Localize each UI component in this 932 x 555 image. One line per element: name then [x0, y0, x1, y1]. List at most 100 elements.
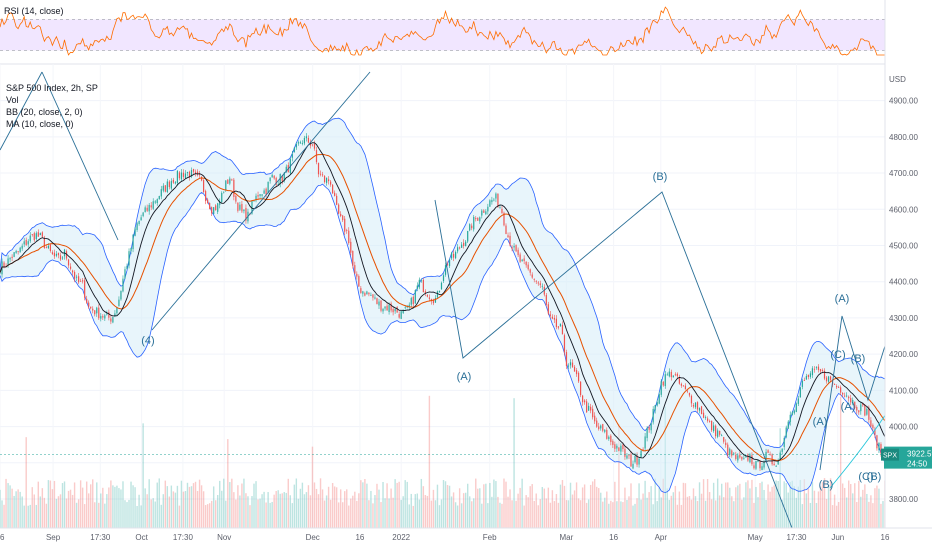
- volume-bar: [475, 478, 477, 528]
- volume-bar: [656, 501, 658, 528]
- volume-bar: [110, 480, 112, 528]
- volume-bar: [235, 499, 237, 528]
- volume-bar: [146, 494, 148, 528]
- volume-bar: [204, 505, 207, 528]
- candle-body: [807, 374, 809, 378]
- candle-body: [273, 175, 275, 179]
- volume-bar: [624, 487, 626, 528]
- volume-bar: [845, 497, 848, 528]
- volume-bar: [83, 504, 86, 528]
- candle-body: [541, 285, 543, 287]
- volume-bar: [386, 483, 388, 528]
- candle-body: [856, 407, 858, 411]
- candle-body: [872, 424, 874, 429]
- candle-body: [146, 207, 148, 211]
- volume-bar: [499, 502, 501, 528]
- volume-bar: [19, 491, 21, 528]
- candle-body: [632, 463, 634, 469]
- candle-body: [666, 374, 668, 376]
- volume-bar: [831, 505, 834, 528]
- candle-body: [55, 253, 58, 256]
- volume-bar: [166, 486, 169, 528]
- volume-bar: [668, 499, 670, 528]
- volume-bar: [132, 485, 134, 528]
- candle-body: [9, 258, 11, 260]
- volume-bar: [690, 499, 693, 528]
- candle-body: [209, 202, 211, 209]
- wave-line: [151, 71, 371, 331]
- volume-bar: [854, 483, 856, 528]
- volume-bar: [537, 505, 539, 528]
- volume-bar: [837, 502, 840, 528]
- candle-body: [833, 384, 836, 385]
- candle-body: [140, 217, 142, 221]
- time-tick-label: Mar: [560, 533, 574, 542]
- candle-body: [366, 291, 368, 295]
- candle-body: [364, 293, 366, 296]
- volume-bar: [382, 481, 384, 528]
- candle-body: [325, 177, 328, 183]
- volume-bar: [114, 486, 116, 528]
- price-tick-label: 4300.00: [889, 314, 918, 323]
- wave-label: (A): [835, 293, 850, 305]
- candle-body: [809, 373, 812, 377]
- volume-bar: [747, 480, 749, 528]
- candle-body: [471, 225, 473, 229]
- volume-bar: [221, 490, 223, 528]
- volume-bar: [843, 487, 846, 528]
- candle-body: [590, 406, 592, 411]
- candle-body: [483, 210, 485, 213]
- volume-bar: [712, 482, 715, 528]
- volume-bar: [394, 479, 396, 528]
- volume-bar: [257, 499, 259, 528]
- volume-bar: [303, 494, 306, 528]
- candle-body: [243, 209, 245, 212]
- volume-bar: [289, 495, 292, 528]
- candle-body: [513, 245, 515, 248]
- volume-bar: [92, 479, 94, 528]
- volume-bar: [416, 493, 419, 528]
- volume-bar: [49, 480, 52, 528]
- volume-bar: [259, 498, 261, 528]
- candle-body: [765, 451, 767, 462]
- candle-body: [19, 247, 21, 253]
- candle-body: [763, 461, 765, 468]
- volume-bar: [307, 485, 310, 528]
- candle-body: [299, 142, 301, 144]
- elliott-wave-drawing: (4)(A)(B)(A)(C)(B)(A)(A)(B)(C)(B)(C): [0, 71, 900, 529]
- volume-bar: [283, 492, 285, 528]
- volume-bar: [356, 500, 358, 528]
- candle-body: [295, 143, 297, 148]
- candle-body: [394, 308, 396, 312]
- candle-body: [271, 174, 273, 178]
- bb-lower-line: [0, 183, 886, 493]
- volume-bar: [215, 500, 217, 528]
- volume-bar: [684, 483, 687, 528]
- volume-bar: [255, 481, 257, 528]
- candle-body: [499, 207, 501, 209]
- volume-bar: [418, 499, 421, 528]
- candle-body: [648, 427, 650, 430]
- volume-bar: [678, 491, 681, 528]
- volume-bar: [354, 491, 356, 528]
- volume-bar: [200, 485, 203, 528]
- bb-upper-line: [0, 117, 886, 449]
- candle-body: [100, 316, 102, 319]
- volume-bar: [551, 490, 554, 528]
- candle-body: [342, 215, 344, 221]
- time-tick-label: 17:30: [786, 533, 807, 542]
- volume-bar: [630, 483, 632, 528]
- candle-body: [17, 251, 19, 252]
- volume-bar: [178, 505, 181, 528]
- volume-bar: [142, 423, 144, 528]
- candle-body: [279, 173, 281, 185]
- volume-bar: [426, 495, 429, 528]
- volume-bar: [809, 502, 812, 528]
- candle-body: [616, 445, 618, 449]
- candle-body: [172, 179, 174, 183]
- candle-body: [680, 383, 682, 386]
- volume-bar: [263, 491, 265, 528]
- volume-bar: [682, 482, 685, 528]
